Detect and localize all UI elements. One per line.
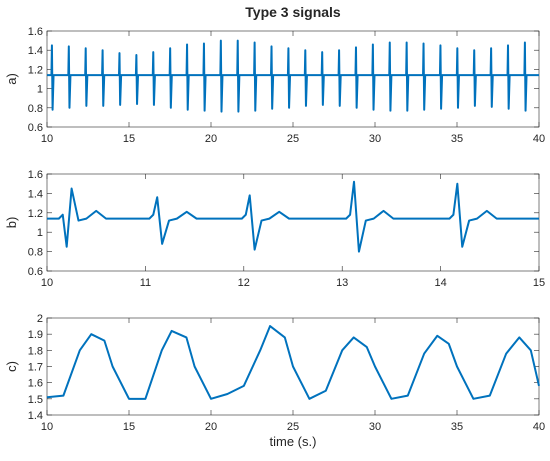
y-tick-label: 0.8	[28, 103, 43, 115]
signal-line	[47, 39, 539, 113]
x-tick-label: 35	[451, 133, 463, 145]
y-tick-label: 1.6	[28, 26, 43, 38]
x-tick-label: 40	[533, 133, 545, 145]
y-axis-label: a)	[4, 73, 19, 85]
x-tick-label: 15	[123, 421, 135, 433]
y-tick-label: 0.8	[28, 247, 43, 259]
x-tick-label: 25	[287, 421, 299, 433]
axes-box	[46, 173, 540, 272]
y-tick-label: 1.4	[28, 410, 43, 422]
x-tick-label: 25	[287, 133, 299, 145]
x-tick-label: 13	[336, 277, 348, 289]
y-tick-label: 1	[37, 227, 43, 239]
y-tick-label: 1.2	[28, 208, 43, 220]
y-axis-label: b)	[4, 217, 19, 229]
x-tick-label: 20	[205, 133, 217, 145]
x-tick-label: 30	[369, 133, 381, 145]
x-tick-label: 35	[451, 421, 463, 433]
x-tick-label: 11	[140, 277, 151, 289]
y-tick-label: 1.9	[28, 329, 43, 341]
y-tick-label: 1.4	[28, 188, 43, 200]
y-tick-label: 1.8	[28, 345, 43, 357]
x-tick-label: 15	[123, 133, 135, 145]
y-tick-label: 1	[37, 84, 43, 96]
y-tick-label: 1.7	[28, 362, 43, 374]
x-tick-label: 40	[533, 421, 545, 433]
x-tick-label: 15	[533, 277, 545, 289]
x-tick-label: 10	[41, 133, 53, 145]
figure-title: Type 3 signals	[245, 4, 341, 20]
x-tick-label: 30	[369, 421, 381, 433]
x-tick-label: 20	[205, 421, 217, 433]
y-tick-label: 1.5	[28, 394, 43, 406]
y-tick-label: 1.2	[28, 64, 43, 76]
y-tick-label: 0.6	[28, 266, 43, 278]
y-tick-label: 1.4	[28, 45, 43, 57]
x-tick-label: 10	[41, 421, 53, 433]
y-tick-label: 2	[37, 313, 43, 325]
y-axis-label: c)	[4, 361, 19, 372]
signal-line	[46, 325, 540, 400]
x-tick-label: 10	[41, 277, 53, 289]
y-tick-label: 0.6	[28, 122, 43, 134]
x-tick-label: 12	[238, 277, 250, 289]
x-tick-label: 14	[434, 277, 446, 289]
y-tick-label: 1.6	[28, 378, 43, 390]
signal-line	[47, 180, 539, 253]
y-tick-label: 1.6	[28, 169, 43, 181]
x-axis-label: time (s.)	[270, 434, 317, 449]
